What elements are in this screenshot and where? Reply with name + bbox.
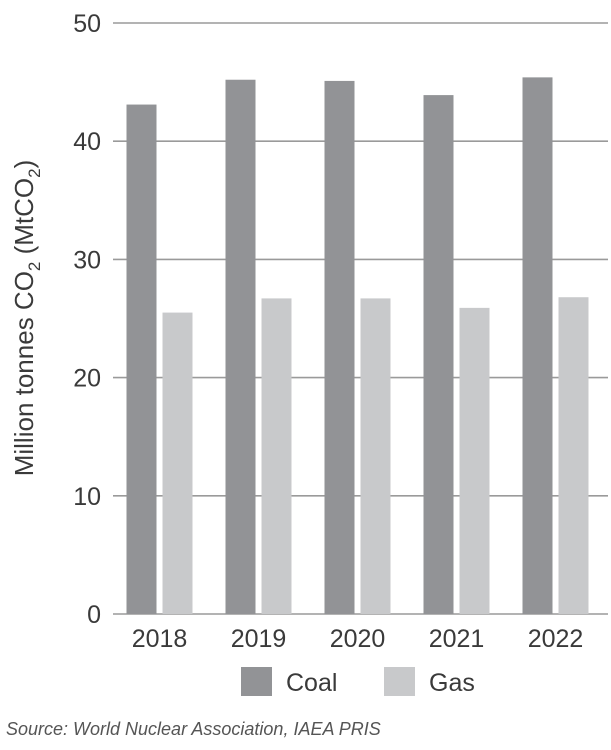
y-axis-label: Million tonnes CO2 (MtCO2) [9,160,44,477]
source-note: Source: World Nuclear Association, IAEA … [6,719,381,739]
legend-swatch-gas [384,667,415,696]
bar-coal-2021 [423,95,454,615]
x-tick-label: 2022 [528,625,584,653]
x-tick-label: 2019 [231,625,287,653]
bar-coal-2022 [522,77,553,614]
y-tick-label: 30 [73,246,101,274]
legend: Coal Gas [241,667,475,697]
y-tick-label: 40 [73,128,101,156]
legend-label-coal: Coal [286,669,337,697]
y-tick-label: 10 [73,483,101,511]
bar-gas-2022 [558,297,589,614]
x-axis-ticks: 2018 2019 2020 2021 2022 [132,625,584,653]
x-tick-label: 2018 [132,625,188,653]
bar-coal-2018 [126,104,157,615]
bar-gas-2018 [162,312,193,614]
bars [126,77,589,615]
bar-chart: 0 10 20 30 40 50 2018 2019 2020 2021 2022 Million… [9,10,608,697]
legend-swatch-coal [241,667,272,696]
x-tick-label: 2021 [429,625,485,653]
bar-gas-2020 [360,298,391,614]
bar-gas-2021 [459,307,490,614]
y-tick-label: 50 [73,10,101,38]
y-tick-label: 20 [73,365,101,393]
bar-coal-2019 [225,79,256,614]
bar-gas-2019 [261,298,292,614]
bar-coal-2020 [324,80,355,615]
y-tick-label: 0 [87,601,101,629]
x-tick-label: 2020 [330,625,386,653]
y-axis-ticks: 0 10 20 30 40 50 [73,10,101,629]
legend-label-gas: Gas [429,669,475,697]
